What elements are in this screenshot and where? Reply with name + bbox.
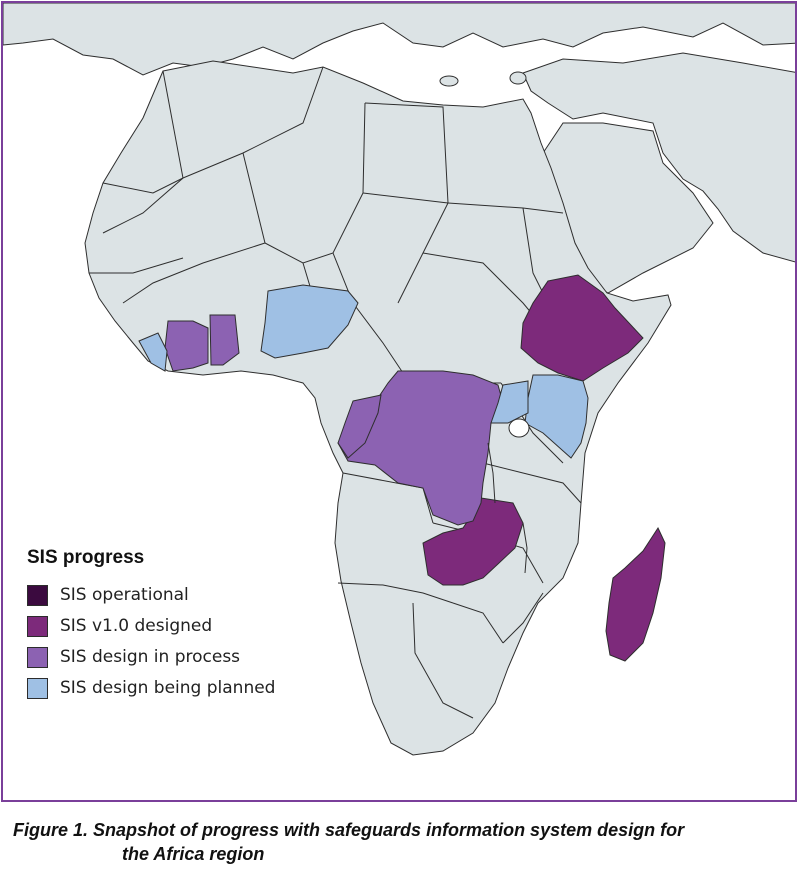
country-ethiopia [520,274,644,382]
country-congo [337,394,382,459]
europe-land [3,3,795,76]
madagascar [605,526,666,662]
country-liberia [138,332,168,372]
legend-swatch-designed [27,615,48,637]
legend-swatch-planned [27,677,48,699]
legend: SIS progress SIS operational SIS v1.0 de… [27,547,275,707]
legend-swatch-operational [27,584,48,606]
legend-swatch-in-process [27,646,48,668]
legend-item-designed: SIS v1.0 designed [27,614,275,638]
arabia-land [522,52,795,263]
country-zambia [422,497,524,586]
legend-item-in-process: SIS design in process [27,645,275,669]
legend-label-planned: SIS design being planned [60,678,276,698]
country-kenya [524,374,589,459]
legend-label-in-process: SIS design in process [60,647,241,667]
legend-title: SIS progress [27,547,145,568]
country-cote-divoire [164,320,209,372]
legend-item-operational: SIS operational [27,583,275,607]
lake-malawi [522,522,528,574]
map-frame: SIS progress SIS operational SIS v1.0 de… [1,1,797,802]
legend-label-operational: SIS operational [60,585,189,605]
island-1 [509,71,527,85]
caption-line-1: Figure 1. Snapshot of progress with safe… [13,820,685,840]
country-borders [89,66,582,719]
caption-line-2: the Africa region [122,844,265,864]
country-ghana [209,314,240,366]
africa-map [3,3,795,756]
island-2 [439,75,459,87]
country-uganda [490,380,529,424]
legend-label-designed: SIS v1.0 designed [60,616,213,636]
country-nigeria [260,284,359,359]
lake-victoria [508,418,530,438]
lake-tanganyika [487,442,496,504]
legend-item-planned: SIS design being planned [27,676,275,700]
